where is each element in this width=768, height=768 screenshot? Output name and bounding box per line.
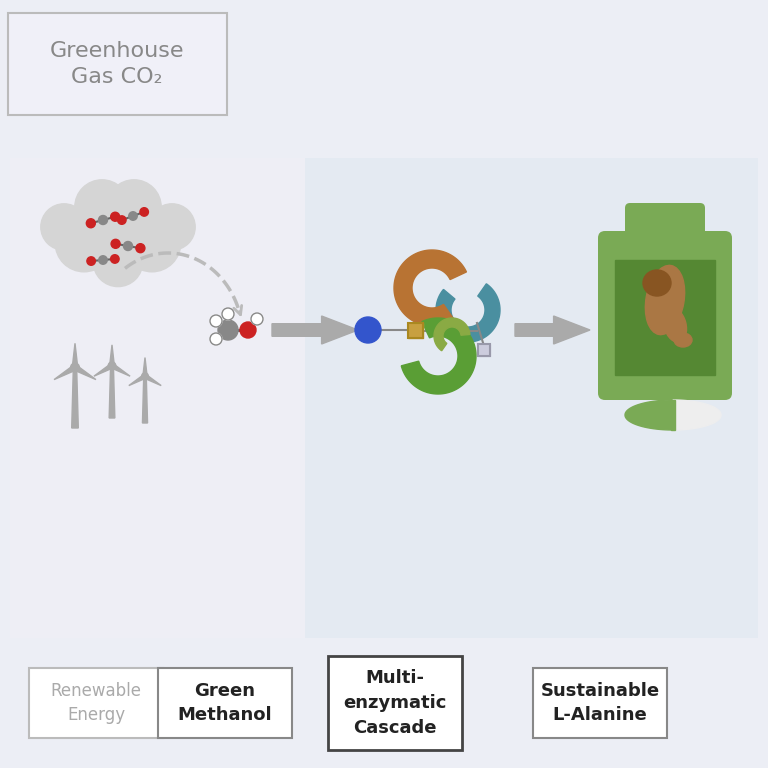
Polygon shape	[142, 376, 147, 423]
Circle shape	[111, 240, 120, 248]
Circle shape	[355, 317, 381, 343]
Bar	[305, 158, 758, 638]
Circle shape	[99, 256, 108, 264]
Text: Greenhouse
Gas CO₂: Greenhouse Gas CO₂	[50, 41, 184, 88]
Circle shape	[108, 362, 116, 369]
Polygon shape	[109, 366, 115, 418]
Circle shape	[41, 204, 88, 250]
Bar	[10, 158, 305, 638]
Text: Sustainable
L-Alanine: Sustainable L-Alanine	[541, 681, 660, 724]
FancyBboxPatch shape	[29, 668, 163, 738]
Bar	[615, 260, 715, 375]
Circle shape	[123, 214, 180, 272]
FancyBboxPatch shape	[625, 203, 705, 245]
Text: Renewable
Energy: Renewable Energy	[51, 681, 141, 724]
Text: Multi-
enzymatic
Cascade: Multi- enzymatic Cascade	[343, 669, 447, 737]
Polygon shape	[129, 375, 146, 386]
Polygon shape	[402, 318, 476, 394]
Ellipse shape	[645, 266, 685, 335]
Circle shape	[140, 207, 148, 216]
Circle shape	[118, 216, 126, 224]
Circle shape	[149, 204, 195, 250]
Circle shape	[124, 241, 133, 250]
Polygon shape	[673, 400, 721, 430]
Polygon shape	[143, 358, 147, 376]
Polygon shape	[71, 368, 78, 428]
Circle shape	[93, 237, 143, 286]
Circle shape	[129, 212, 137, 220]
Bar	[478, 344, 490, 356]
Circle shape	[98, 216, 108, 224]
Ellipse shape	[664, 308, 687, 342]
Circle shape	[210, 333, 222, 345]
Polygon shape	[394, 250, 466, 326]
Circle shape	[55, 214, 113, 272]
Polygon shape	[94, 364, 113, 376]
Polygon shape	[144, 375, 161, 386]
Circle shape	[222, 308, 234, 320]
FancyBboxPatch shape	[8, 13, 227, 115]
Polygon shape	[74, 365, 96, 379]
Text: Green
Methanol: Green Methanol	[177, 681, 273, 724]
Circle shape	[141, 372, 148, 379]
Polygon shape	[110, 345, 114, 366]
Polygon shape	[72, 343, 78, 368]
Circle shape	[218, 320, 238, 340]
Bar	[408, 323, 423, 338]
Polygon shape	[436, 284, 500, 342]
Circle shape	[78, 193, 158, 273]
Ellipse shape	[643, 270, 671, 296]
Circle shape	[74, 180, 129, 234]
Polygon shape	[625, 400, 673, 430]
Circle shape	[210, 315, 222, 327]
Circle shape	[87, 257, 95, 265]
Polygon shape	[54, 365, 76, 379]
Circle shape	[240, 322, 256, 338]
Circle shape	[251, 313, 263, 325]
Bar	[478, 344, 490, 356]
Bar	[671, 400, 675, 430]
Polygon shape	[272, 316, 358, 344]
Polygon shape	[434, 318, 470, 351]
FancyBboxPatch shape	[598, 231, 732, 400]
Circle shape	[86, 219, 95, 228]
FancyBboxPatch shape	[328, 656, 462, 750]
Polygon shape	[111, 364, 130, 376]
FancyBboxPatch shape	[533, 668, 667, 738]
Ellipse shape	[674, 333, 692, 347]
Circle shape	[111, 255, 119, 263]
Circle shape	[111, 212, 120, 221]
FancyBboxPatch shape	[158, 668, 292, 738]
FancyArrowPatch shape	[233, 306, 242, 315]
Bar	[408, 323, 423, 338]
Circle shape	[107, 180, 161, 234]
Polygon shape	[515, 316, 590, 344]
Circle shape	[71, 363, 79, 372]
Circle shape	[136, 243, 145, 253]
